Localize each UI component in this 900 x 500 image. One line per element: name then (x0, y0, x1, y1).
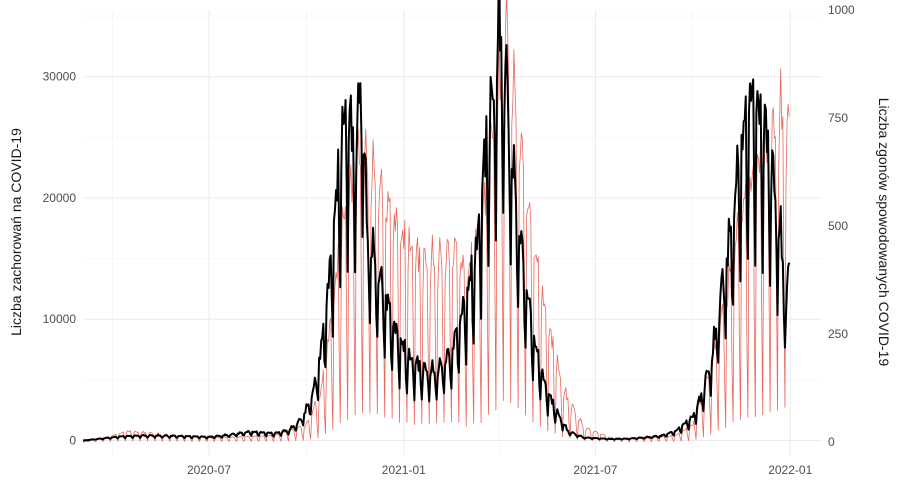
series-layer (82, 0, 791, 443)
y-left-tick-label: 20000 (43, 191, 77, 205)
x-axis-ticks: 2020-07 2021-01 2021-07 2022-01 (187, 463, 813, 477)
x-tick-label: 2022-01 (768, 463, 812, 477)
y-right-tick-label: 500 (828, 219, 848, 233)
y-axis-left-title: Liczba zachorowań na COVID-19 (8, 128, 24, 336)
y-right-tick-label: 0 (828, 435, 835, 449)
y-right-tick-label: 750 (828, 111, 848, 125)
y-left-tick-label: 30000 (43, 70, 77, 84)
right-axis-ticks: 0 250 500 750 1000 (828, 3, 855, 449)
y-right-tick-label: 250 (828, 327, 848, 341)
y-axis-right-title: Liczba zgonów spowodowanych COVID-19 (876, 98, 892, 367)
series-line-cases (82, 0, 791, 442)
x-tick-label: 2020-07 (187, 463, 231, 477)
x-tick-label: 2021-07 (573, 463, 617, 477)
y-right-tick-label: 1000 (828, 3, 855, 17)
grid (83, 10, 822, 455)
series-line-deaths (82, 0, 790, 443)
left-axis-ticks: 0 10000 20000 30000 (43, 70, 77, 448)
y-left-tick-label: 0 (69, 433, 76, 447)
x-tick-label: 2021-01 (382, 463, 426, 477)
y-left-tick-label: 10000 (43, 312, 77, 326)
